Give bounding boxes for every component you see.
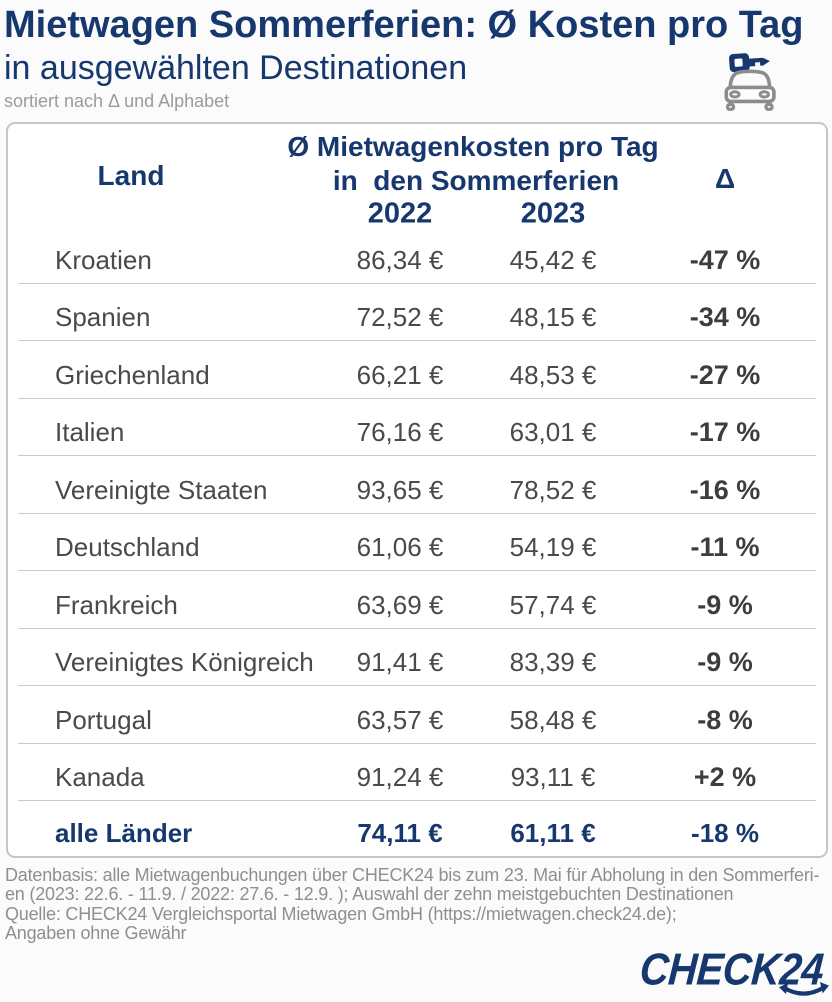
row-value-2023: 83,39 € <box>509 647 597 678</box>
col-header-land: Land <box>97 160 165 191</box>
row-delta: +2 % <box>693 762 757 793</box>
col-header-delta: Δ <box>714 163 736 194</box>
table-row: Frankreich 63,69 € 57,74 € -9 % <box>18 571 816 629</box>
row-country: Kroatien <box>55 244 152 275</box>
row-value-2023: 48,53 € <box>509 359 597 390</box>
row-value-2022: 91,24 € <box>356 762 444 793</box>
row-value-2022: 63,57 € <box>356 704 444 735</box>
table-total-row: alle Länder 74,11 € 61,11 € -18 % <box>8 802 826 857</box>
table-row: Spanien 72,52 € 48,15 € -34 % <box>18 284 816 341</box>
source-note-line: en (2023: 22.6. - 11.9. / 2022: 27.6. - … <box>5 884 734 905</box>
total-value-2023: 61,11 € <box>510 818 596 849</box>
row-country: Deutschland <box>55 532 200 563</box>
source-note-line: Quelle: CHECK24 Vergleichsportal Mietwag… <box>5 903 677 924</box>
table-body: Kroatien 86,34 € 45,42 € -47 % Spanien 72,52 … <box>8 226 826 801</box>
row-delta: -47 % <box>689 244 761 275</box>
total-value-2022: 74,11 € <box>357 818 443 849</box>
key-icon <box>729 53 770 73</box>
row-value-2022: 86,34 € <box>356 244 444 275</box>
car-body <box>724 69 776 111</box>
row-delta: -17 % <box>689 417 761 448</box>
row-country: Kanada <box>55 762 145 793</box>
table-row: Kroatien 86,34 € 45,42 € -47 % <box>18 226 816 284</box>
row-value-2023: 63,01 € <box>509 417 597 448</box>
col-header-group-line1: Ø Mietwagenkosten pro Tag <box>287 131 659 162</box>
total-delta: -18 % <box>691 818 759 849</box>
source-note-line: Datenbasis: alle Mietwagenbuchungen über… <box>5 865 820 885</box>
row-delta: -9 % <box>697 647 753 678</box>
sort-note: sortiert nach Δ und Alphabet <box>4 91 230 111</box>
row-delta: -8 % <box>697 704 753 735</box>
row-value-2022: 66,21 € <box>356 359 444 390</box>
source-note: Datenbasis: alle Mietwagenbuchungen über… <box>5 865 820 943</box>
car-with-key-icon <box>724 53 776 111</box>
row-delta: -34 % <box>689 302 761 333</box>
row-delta: -16 % <box>689 474 761 505</box>
row-country: Vereinigtes Königreich <box>55 647 314 678</box>
col-header-2022: 2022 <box>367 197 433 230</box>
row-country: Spanien <box>55 302 151 333</box>
col-header-2023: 2023 <box>520 197 586 230</box>
total-country: alle Länder <box>55 818 193 849</box>
row-country: Frankreich <box>55 589 178 620</box>
row-value-2022: 76,16 € <box>356 417 444 448</box>
row-value-2022: 72,52 € <box>356 302 444 333</box>
check24-logo-smile-icon <box>779 982 829 996</box>
row-value-2023: 48,15 € <box>509 302 597 333</box>
row-country: Portugal <box>55 704 152 735</box>
table-row: Italien 76,16 € 63,01 € -17 % <box>18 399 816 456</box>
data-table-card: Land Ø Mietwagenkosten pro Tag in den So… <box>6 122 828 858</box>
row-country: Griechenland <box>55 359 210 390</box>
row-delta: -11 % <box>690 532 760 563</box>
row-value-2022: 63,69 € <box>356 589 444 620</box>
table-row: Kanada 91,24 € 93,11 € +2 % <box>18 744 816 801</box>
table-row: Vereinigte Staaten 93,65 € 78,52 € -16 % <box>18 456 816 514</box>
table-row: Griechenland 66,21 € 48,53 € -27 % <box>18 341 816 399</box>
table-row: Portugal 63,57 € 58,48 € -8 % <box>18 686 816 744</box>
row-value-2022: 91,41 € <box>356 647 444 678</box>
check24-logo: CHECK24 <box>638 945 829 996</box>
row-value-2023: 57,74 € <box>509 589 597 620</box>
col-header-group-line2: in den Sommerferien <box>332 165 620 196</box>
table-row: Deutschland 61,06 € 54,19 € -11 % <box>18 514 816 571</box>
row-value-2023: 45,42 € <box>509 244 597 275</box>
row-value-2023: 58,48 € <box>509 704 597 735</box>
table-row: Vereinigtes Königreich 91,41 € 83,39 € -9 % <box>18 629 816 686</box>
row-value-2022: 61,06 € <box>356 532 444 563</box>
page-subtitle: in ausgewählten Destinationen <box>4 49 468 87</box>
row-delta: -9 % <box>697 589 753 620</box>
row-value-2023: 78,52 € <box>509 474 597 505</box>
source-note-line: Angaben ohne Gewähr <box>5 922 187 943</box>
row-country: Italien <box>55 417 125 448</box>
row-value-2023: 54,19 € <box>509 532 597 563</box>
row-country: Vereinigte Staaten <box>55 474 268 505</box>
row-value-2022: 93,65 € <box>356 474 444 505</box>
page-title: Mietwagen Sommerferien: Ø Kosten pro Tag <box>4 4 804 46</box>
row-delta: -27 % <box>689 359 761 390</box>
row-value-2023: 93,11 € <box>510 762 596 793</box>
